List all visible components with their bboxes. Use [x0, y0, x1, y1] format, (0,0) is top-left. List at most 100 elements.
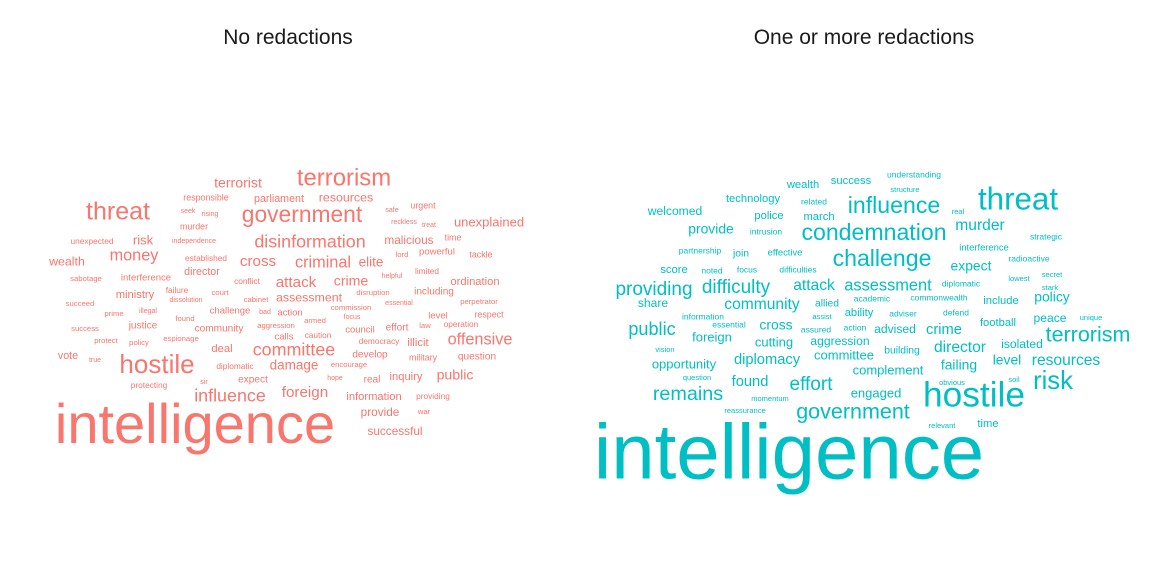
- word-momentum: momentum: [751, 394, 789, 403]
- word-protect: protect: [94, 336, 118, 345]
- word-unique: unique: [1080, 313, 1103, 322]
- word-adviser: adviser: [889, 308, 917, 318]
- word-lord: lord: [396, 250, 409, 259]
- word-obvious: obvious: [939, 378, 965, 387]
- word-failing: failing: [941, 357, 977, 373]
- word-interference: interference: [959, 241, 1009, 252]
- word-structure: structure: [890, 185, 919, 194]
- word-offensive: offensive: [448, 330, 513, 348]
- word-ministry: ministry: [116, 289, 155, 301]
- word-wealth: wealth: [48, 254, 85, 268]
- word-policy: policy: [1034, 289, 1070, 305]
- word-tackle: tackle: [469, 249, 492, 259]
- word-urgent: urgent: [410, 200, 436, 210]
- word-encourage: encourage: [331, 360, 367, 369]
- word-commission: commission: [331, 303, 372, 312]
- word-intelligence: intelligence: [594, 408, 984, 496]
- word-assessment: assessment: [844, 276, 932, 294]
- word-murder: murder: [180, 221, 208, 231]
- word-threat: threat: [978, 181, 1058, 216]
- word-foreign: foreign: [692, 329, 732, 344]
- word-question: question: [458, 352, 496, 363]
- word-provide: provide: [361, 405, 400, 419]
- word-effort: effort: [790, 374, 834, 395]
- word-providing: providing: [615, 279, 692, 300]
- word-level: level: [993, 352, 1022, 368]
- word-crime: crime: [926, 322, 962, 338]
- word-radioactive: radioactive: [1008, 253, 1049, 263]
- word-commonwealth: commonwealth: [910, 292, 967, 302]
- word-attack: attack: [793, 277, 835, 294]
- word-calls: calls: [274, 332, 293, 343]
- word-focus: focus: [344, 314, 361, 321]
- word-welcomed: welcomed: [647, 204, 702, 218]
- word-effective: effective: [768, 246, 803, 257]
- word-march: march: [803, 211, 834, 223]
- word-independence: independence: [172, 238, 216, 245]
- word-include: include: [983, 295, 1018, 307]
- word-terrorism: terrorism: [1046, 323, 1131, 347]
- word-expect: expect: [951, 258, 992, 274]
- word-engaged: engaged: [851, 385, 902, 400]
- word-true: true: [89, 357, 101, 364]
- word-diplomatic: diplomatic: [216, 361, 253, 371]
- word-building: building: [884, 346, 920, 357]
- word-allied: allied: [815, 299, 839, 310]
- word-inquiry: inquiry: [390, 371, 423, 383]
- word-stark: stark: [1042, 283, 1059, 292]
- word-foreign: foreign: [282, 384, 328, 401]
- word-unexplained: unexplained: [454, 214, 524, 229]
- word-assist: assist: [812, 312, 832, 321]
- word-information: information: [682, 311, 724, 321]
- word-understanding: understanding: [887, 169, 941, 179]
- word-vote: vote: [58, 350, 78, 362]
- word-money: money: [110, 246, 160, 264]
- word-cross: cross: [240, 253, 277, 270]
- word-vision: vision: [655, 345, 674, 354]
- word-technology: technology: [726, 193, 781, 205]
- word-aggression: aggression: [810, 334, 869, 348]
- word-cabinet: cabinet: [244, 295, 270, 304]
- word-damage: damage: [270, 358, 319, 373]
- word-armed: armed: [304, 316, 326, 325]
- word-attack: attack: [276, 274, 317, 291]
- word-influence: influence: [194, 386, 266, 406]
- word-hostile: hostile: [923, 375, 1025, 414]
- word-provide: provide: [688, 221, 734, 237]
- word-government: government: [796, 400, 910, 424]
- word-military: military: [409, 352, 438, 362]
- wordcloud-panel-one-or-more-redactions: One or more redactions intelligence hosti…: [576, 0, 1152, 576]
- word-intelligence: intelligence: [55, 392, 335, 455]
- word-relevant: relevant: [929, 421, 957, 430]
- word-protecting: protecting: [131, 380, 168, 390]
- word-isolated: isolated: [1001, 337, 1043, 351]
- word-reassurance: reassurance: [724, 406, 765, 415]
- word-reckless: reckless: [391, 219, 417, 226]
- word-share: share: [638, 296, 669, 310]
- word-limited: limited: [415, 266, 439, 276]
- word-score: score: [660, 264, 687, 276]
- word-peace: peace: [1034, 311, 1067, 325]
- word-secret: secret: [1042, 270, 1063, 279]
- word-influence: influence: [848, 192, 940, 218]
- word-complement: complement: [853, 362, 924, 377]
- word-sir: sir: [200, 379, 208, 386]
- word-malicious: malicious: [384, 233, 433, 247]
- word-interference: interference: [121, 273, 171, 284]
- word-safe: safe: [385, 207, 398, 214]
- word-hope: hope: [327, 375, 343, 382]
- word-ordination: ordination: [450, 276, 499, 288]
- word-challenge: challenge: [833, 245, 932, 271]
- word-prime: prime: [104, 309, 123, 318]
- word-soil: soil: [1008, 375, 1020, 384]
- word-action: action: [844, 322, 867, 332]
- word-threat: threat: [86, 198, 150, 226]
- word-advised: advised: [874, 322, 916, 336]
- word-committee: committee: [253, 340, 336, 360]
- word-remains: remains: [653, 383, 723, 405]
- word-perpetrator: perpetrator: [460, 297, 498, 306]
- word-sabotage: sabotage: [70, 274, 102, 283]
- word-dissolution: dissolution: [169, 297, 202, 304]
- word-successful: successful: [367, 424, 422, 438]
- word-essential: essential: [712, 319, 746, 329]
